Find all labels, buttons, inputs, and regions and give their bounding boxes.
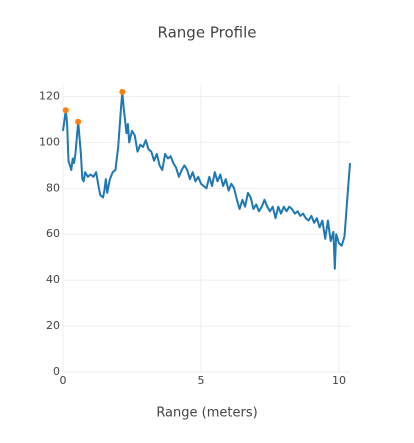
peak-marker bbox=[62, 107, 69, 114]
x-axis-label: Range (meters) bbox=[156, 406, 257, 421]
x-tick-label: 10 bbox=[332, 374, 346, 387]
y-tick-label: 40 bbox=[46, 273, 60, 286]
y-tick-label: 0 bbox=[53, 365, 60, 378]
x-tick-label: 5 bbox=[197, 374, 204, 387]
peak-marker bbox=[119, 88, 126, 95]
y-tick-label: 80 bbox=[46, 181, 60, 194]
x-tick-label: 0 bbox=[60, 374, 67, 387]
y-tick-label: 20 bbox=[46, 319, 60, 332]
y-tick-label: 120 bbox=[39, 89, 60, 102]
line bbox=[62, 90, 351, 270]
y-tick-label: 100 bbox=[39, 135, 60, 148]
y-tick-label: 60 bbox=[46, 227, 60, 240]
peak-marker bbox=[75, 118, 82, 125]
chart-title: Range Profile bbox=[158, 24, 257, 42]
